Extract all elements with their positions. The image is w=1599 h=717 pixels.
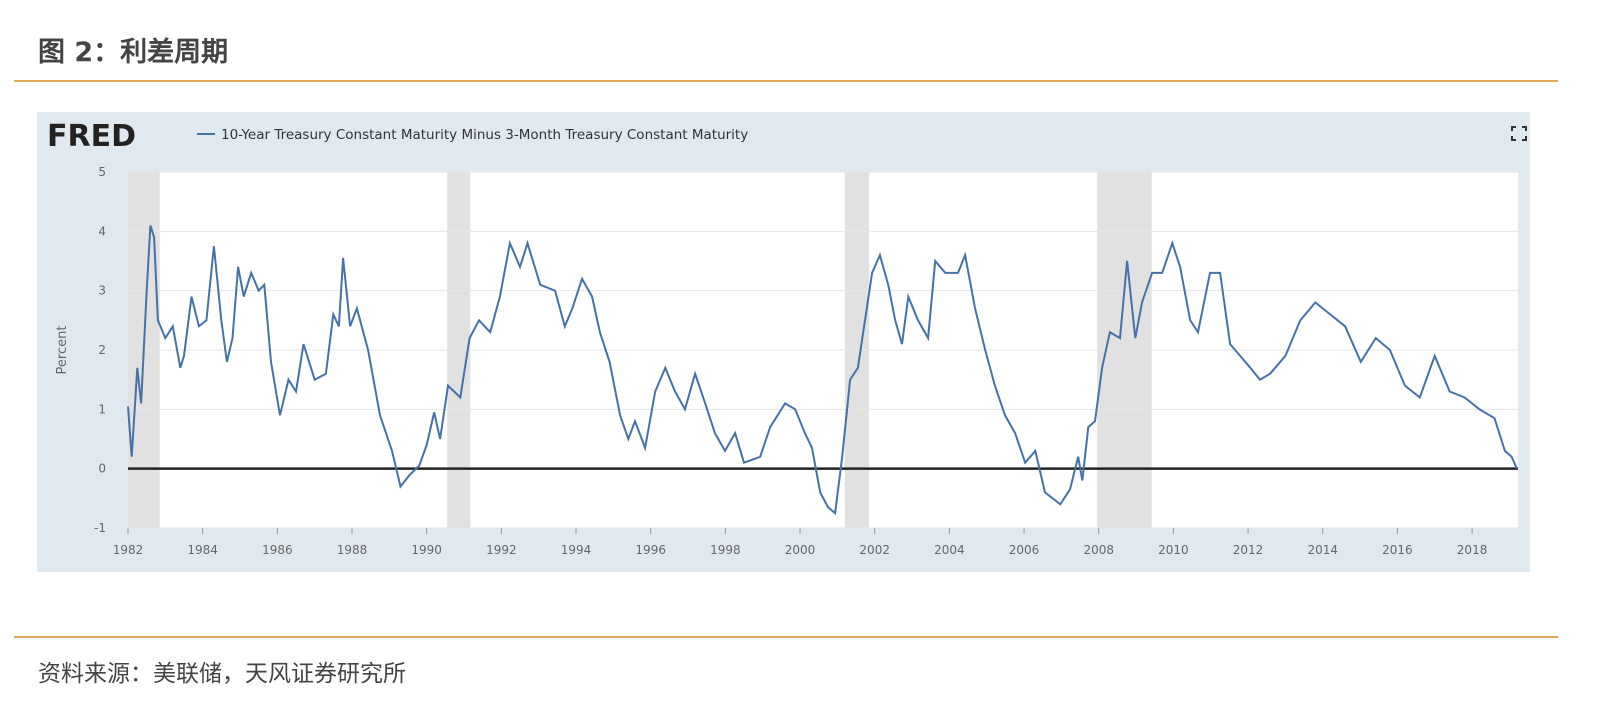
y-tick-label: -1: [94, 521, 106, 535]
x-tick-label: 1982: [113, 543, 144, 557]
x-tick-label: 2012: [1233, 543, 1264, 557]
rule: [14, 636, 1558, 638]
y-tick-label: 4: [98, 224, 106, 238]
x-tick-label: 2008: [1083, 543, 1114, 557]
x-tick-label: 2006: [1009, 543, 1040, 557]
x-tick-label: 2004: [934, 543, 965, 557]
legend-label: 10-Year Treasury Constant Maturity Minus…: [221, 127, 748, 143]
x-tick-label: 2002: [859, 543, 890, 557]
x-tick-label: 2014: [1307, 543, 1338, 557]
y-axis-label: Percent: [55, 326, 70, 375]
y-tick-label: 0: [98, 462, 106, 476]
expand-icon[interactable]: [1511, 126, 1527, 141]
x-tick-label: 1990: [411, 543, 442, 557]
x-tick-label: 1996: [635, 543, 666, 557]
logo: FRED: [47, 119, 136, 154]
y-tick-label: 3: [98, 284, 106, 298]
x-tick-label: 1986: [262, 543, 293, 557]
x-tick-label: 1992: [486, 543, 517, 557]
x-tick-label: 2018: [1457, 543, 1488, 557]
x-tick-label: 1994: [561, 543, 592, 557]
y-tick-label: 1: [98, 402, 106, 416]
x-tick-label: 1984: [187, 543, 218, 557]
x-tick-label: 1988: [337, 543, 368, 557]
x-tick-label: 2010: [1158, 543, 1189, 557]
source: 资料来源：美联储，天风证券研究所: [38, 661, 406, 687]
series-line: [127, 225, 1518, 516]
rule: [14, 80, 1558, 82]
y-tick-label: 2: [98, 343, 106, 357]
y-tick-label: 5: [98, 165, 106, 179]
x-tick-label: 1998: [710, 543, 741, 557]
x-tick-label: 2000: [785, 543, 816, 557]
figure-title: 图 2：利差周期: [38, 37, 229, 68]
x-tick-label: 2016: [1382, 543, 1413, 557]
